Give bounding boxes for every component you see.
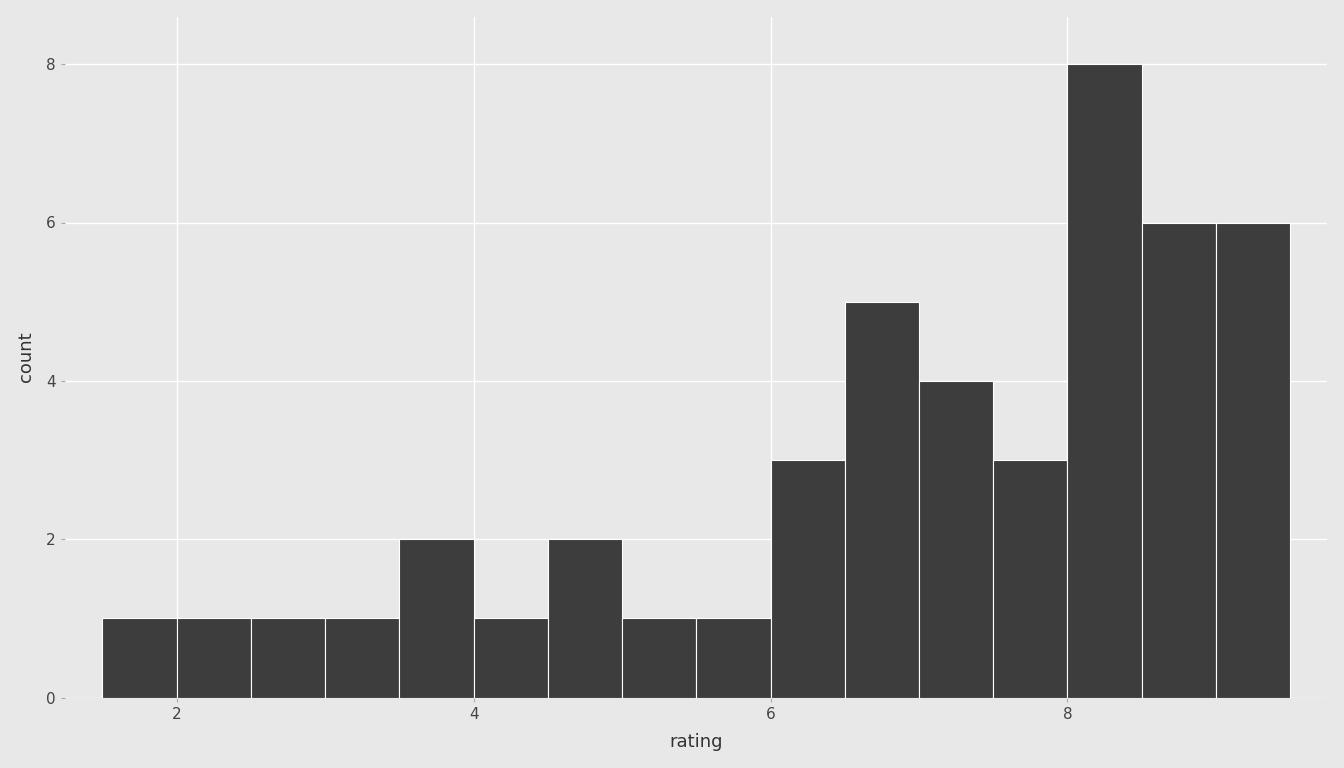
Bar xyxy=(696,618,770,697)
Bar xyxy=(251,618,325,697)
Bar xyxy=(102,618,176,697)
Bar xyxy=(473,618,548,697)
Bar xyxy=(919,381,993,697)
Bar xyxy=(548,539,622,697)
Bar xyxy=(1067,65,1142,697)
Bar xyxy=(1216,223,1290,697)
Bar xyxy=(399,539,473,697)
Bar xyxy=(845,302,919,697)
Bar xyxy=(622,618,696,697)
Bar xyxy=(1142,223,1216,697)
Bar xyxy=(325,618,399,697)
Bar xyxy=(993,460,1067,697)
X-axis label: rating: rating xyxy=(669,733,723,751)
Bar xyxy=(176,618,251,697)
Bar xyxy=(770,460,845,697)
Y-axis label: count: count xyxy=(16,332,35,382)
